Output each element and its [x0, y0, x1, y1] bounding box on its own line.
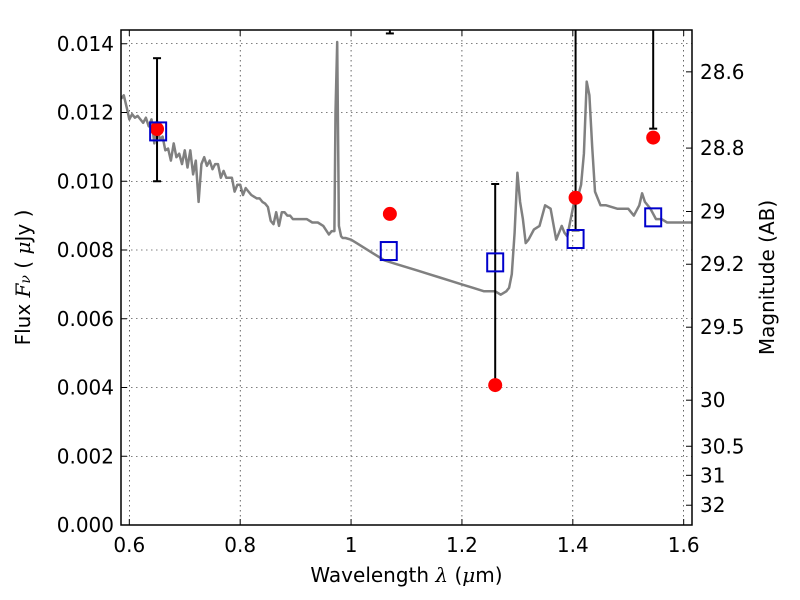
y2-tick-label: 29.2: [700, 252, 745, 276]
axes-frame: [120, 29, 693, 526]
x-tick-label: 0.8: [224, 533, 256, 557]
x-axis-label-prefix: Wavelength: [310, 563, 435, 587]
y2-tick-label: 30: [700, 388, 725, 412]
y-tick-label: 0.004: [57, 376, 114, 400]
model-spectrum-line: [121, 40, 692, 296]
y2-tick-label: 28.8: [700, 136, 745, 160]
y-tick-label: 0.006: [57, 307, 114, 331]
plot-area: [121, 30, 692, 393]
observed-flux-point: [646, 130, 661, 145]
x-axis-label-unit: m): [475, 563, 502, 587]
y2-tick-label: 28.6: [700, 60, 745, 84]
x-axis-label-paren: (: [448, 563, 462, 587]
observed-flux-point: [568, 190, 583, 205]
micro-symbol: μ: [11, 242, 35, 255]
y-tick-label: 0.014: [57, 32, 114, 56]
y2-tick-label: 29.5: [700, 315, 745, 339]
lambda-symbol: λ: [434, 563, 448, 587]
x-axis-label: Wavelength λ (μm): [310, 563, 502, 587]
x-tick-label: 1.6: [668, 533, 700, 557]
y-axis-label-paren: (: [11, 255, 35, 276]
y-axis-label-unit: Jy ): [11, 210, 35, 244]
y-axis-label: Flux Fν ( μJy ): [11, 210, 35, 346]
x-tick-label: 1.2: [446, 533, 478, 557]
y-axis-label-prefix: Flux: [11, 297, 35, 345]
grid-lines: [121, 30, 692, 526]
y-tick-label: 0.010: [57, 169, 114, 193]
synthetic-flux-square: [149, 121, 168, 142]
x-tick-label: 0.6: [113, 533, 145, 557]
y-tick-label: 0.012: [57, 101, 114, 125]
y2-tick-label: 29: [700, 199, 725, 223]
y2-tick-label: 32: [700, 493, 725, 517]
y-tick-label: 0.002: [57, 444, 114, 468]
x-tick-label: 1.4: [557, 533, 589, 557]
axis-ticks: 0.6 0.8 1 1.2 1.4 1.6 0.000 0.002 0.004 0.006 0.00…: [57, 30, 745, 557]
micro-symbol: μ: [462, 563, 475, 587]
synthetic-flux-square: [486, 252, 505, 273]
y2-tick-label: 30.5: [700, 434, 745, 458]
x-tick-label: 1: [345, 533, 358, 557]
synthetic-flux-square: [566, 229, 585, 249]
observed-flux-point: [150, 122, 165, 136]
y2-tick-label: 31: [700, 463, 725, 487]
nu-subscript: ν: [18, 275, 34, 284]
magnitude-axis-label: Magnitude (AB): [755, 200, 779, 355]
y-tick-label: 0.008: [57, 238, 114, 262]
observed-flux-point: [488, 378, 503, 393]
y-tick-label: 0.000: [57, 513, 114, 537]
synthetic-flux-square: [379, 241, 398, 262]
observed-flux-point: [382, 206, 397, 221]
synthetic-flux-square: [644, 207, 663, 228]
flux-symbol: F: [11, 282, 35, 298]
